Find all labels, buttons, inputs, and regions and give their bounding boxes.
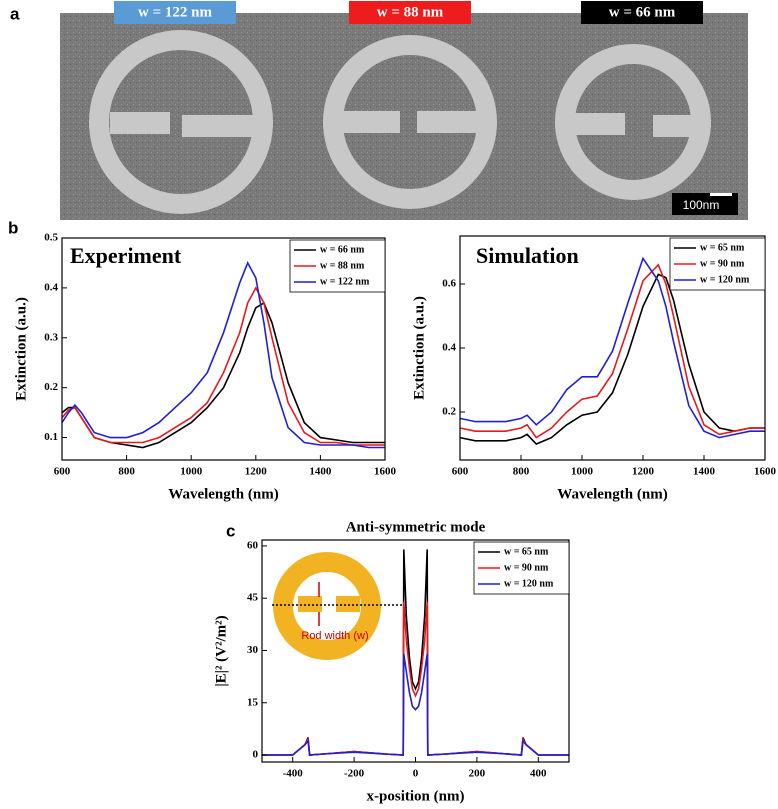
series-line: [262, 653, 569, 756]
x-tick-label: 200: [469, 768, 486, 780]
x-tick-label: 1600: [374, 466, 397, 478]
y-tick-label: 45: [247, 592, 259, 604]
x-tick-label: 1600: [754, 466, 777, 478]
x-axis-label: x-position (nm): [367, 788, 465, 804]
legend-label: w = 90 nm: [700, 258, 745, 269]
x-tick-label: 800: [118, 466, 135, 478]
y-tick-label: 0.3: [44, 331, 58, 343]
y-axis-label: Extinction (a.u.): [411, 296, 427, 400]
panel-label: b: [8, 218, 18, 237]
panel-label: a: [10, 4, 20, 23]
series-line: [61, 301, 385, 449]
chart: 600 800 1000 1200 1400 1600 0.1 0.2 0.3 0.4 0.5 Wav…: [13, 232, 396, 503]
series-line: [459, 263, 765, 439]
legend-label: w = 65 nm: [504, 546, 549, 557]
x-tick-label: 1200: [245, 466, 268, 478]
legend-label: w = 122 nm: [320, 276, 370, 287]
y-tick-label: 60: [247, 539, 259, 551]
y-tick-label: 15: [247, 696, 259, 708]
y-tick-label: 0.4: [442, 342, 456, 354]
x-tick-label: 1000: [571, 466, 594, 478]
sem-label-box: [581, 1, 703, 24]
series-line: [61, 286, 385, 446]
y-tick-label: 0.4: [44, 281, 58, 293]
x-tick-label: 400: [530, 768, 547, 780]
legend-label: w = 90 nm: [504, 562, 549, 573]
y-tick-label: 0.1: [44, 431, 58, 443]
legend-label: w = 65 nm: [700, 242, 745, 253]
x-tick-label: 1400: [693, 466, 716, 478]
y-tick-label: 30: [247, 644, 259, 656]
y-tick-label: 0.2: [442, 406, 456, 418]
x-tick-label: 1200: [632, 466, 655, 478]
sem-label: w = 88 nm: [377, 4, 444, 20]
legend-label: w = 120 nm: [504, 578, 554, 589]
chart: 600 800 1000 1200 1400 1600 0.2 0.4 0.6 Wavelengt…: [411, 235, 777, 502]
y-tick-label: 0.6: [442, 278, 456, 290]
x-tick-label: 800: [513, 466, 530, 478]
legend-label: w = 120 nm: [700, 274, 750, 285]
y-axis-label: Extinction (a.u.): [13, 297, 29, 401]
series-line: [459, 273, 765, 445]
x-tick-label: 0: [413, 768, 419, 780]
sem-image: [60, 13, 748, 220]
sem-label: w = 66 nm: [609, 4, 676, 20]
x-tick-label: -200: [344, 768, 365, 780]
annotation: Simulation: [476, 243, 579, 268]
chart-title: Anti-symmetric mode: [346, 519, 486, 535]
legend-label: w = 88 nm: [320, 260, 365, 271]
x-tick-label: 1400: [309, 466, 332, 478]
scale-bar-label: 100nm: [683, 198, 720, 212]
x-tick-label: 600: [452, 466, 469, 478]
x-tick-label: 600: [54, 466, 71, 478]
x-tick-label: -400: [283, 768, 304, 780]
sem-label-box: [349, 1, 471, 24]
series-line: [459, 256, 765, 439]
series-line: [262, 601, 569, 756]
sem-label: w = 122 nm: [138, 4, 212, 20]
sem-label-box: [114, 1, 236, 24]
series-line: [61, 261, 385, 449]
legend-box: [289, 239, 386, 293]
x-axis-label: Wavelength (nm): [557, 486, 667, 502]
x-axis-label: Wavelength (nm): [168, 486, 278, 502]
y-tick-label: 0.2: [44, 381, 58, 393]
legend-label: w = 66 nm: [320, 244, 365, 255]
y-tick-label: 0.5: [44, 232, 58, 244]
y-tick-label: 0: [253, 749, 259, 761]
chart: -400 -200 0 200 400 0 15 30 45 60 x-position (nm) |…: [213, 519, 570, 804]
inset-label: Rod width (w): [301, 630, 368, 642]
inset-ring: [272, 552, 402, 660]
annotation: Experiment: [70, 243, 182, 268]
panel-label: c: [226, 521, 235, 540]
y-axis-label: |E|² (V²/m²): [213, 615, 229, 686]
plot-frame: [61, 237, 386, 461]
x-tick-label: 1000: [180, 466, 203, 478]
